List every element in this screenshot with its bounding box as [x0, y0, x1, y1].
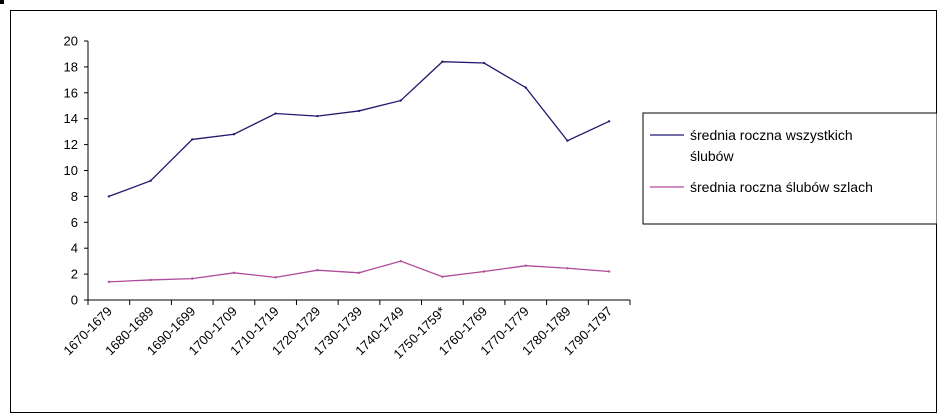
series-2-point [191, 277, 194, 280]
y-tick-label: 6 [71, 215, 78, 230]
y-tick-label: 10 [64, 163, 78, 178]
legend-label-1: średnia roczna wszystkich [690, 127, 853, 143]
series-2-point [149, 278, 152, 282]
series-2-point [316, 269, 319, 272]
legend-box [642, 112, 937, 225]
corner-mark [0, 0, 4, 4]
series-1-point [566, 139, 569, 142]
y-tick-label: 14 [64, 111, 78, 126]
series-1-point [149, 179, 152, 183]
legend-label-1: ślubów [690, 148, 734, 164]
series-2-point [566, 267, 569, 270]
series-1-point [274, 112, 277, 115]
series-2-point [607, 270, 611, 273]
series-2-point [232, 271, 236, 275]
legend-label-2: średnia roczna ślubów szlach [690, 179, 873, 195]
series [107, 60, 611, 284]
series-2-point [107, 280, 111, 284]
series-1-point [482, 61, 486, 65]
series-1-point [524, 86, 527, 89]
series-1-point [232, 133, 236, 136]
series-2-point [482, 270, 486, 273]
series-2-point [357, 271, 361, 275]
series-line-2 [108, 260, 610, 283]
y-tick-label: 2 [71, 267, 78, 282]
axes [87, 41, 630, 301]
series-2-point [441, 275, 444, 278]
y-tick-label: 20 [64, 34, 78, 49]
y-tick-label: 12 [64, 137, 78, 152]
series-1-point [607, 120, 611, 123]
series-1-point [357, 109, 361, 113]
y-tick-label: 8 [71, 189, 78, 204]
series-1-point [316, 114, 319, 118]
y-tick-label: 4 [71, 241, 78, 256]
series-1-point [399, 99, 402, 102]
y-tick-label: 18 [64, 59, 78, 74]
y-tick-label: 16 [64, 85, 78, 100]
series-1-point [441, 60, 444, 63]
series-1-point [107, 195, 111, 198]
legend: średnia roczna wszystkich ślubów średnia r… [642, 112, 937, 225]
series-2-point [274, 276, 277, 279]
series-line-1 [108, 61, 610, 198]
x-axis-ticks: 1670-16791680-16891690-16991700-17091710… [60, 300, 631, 362]
y-axis-ticks: 0 2 4 6 8 10 12 14 16 18 20 [64, 34, 88, 308]
series-2-point [399, 259, 402, 263]
series-1-point [191, 138, 194, 141]
series-2-point [524, 264, 527, 267]
y-tick-label: 0 [71, 293, 78, 308]
